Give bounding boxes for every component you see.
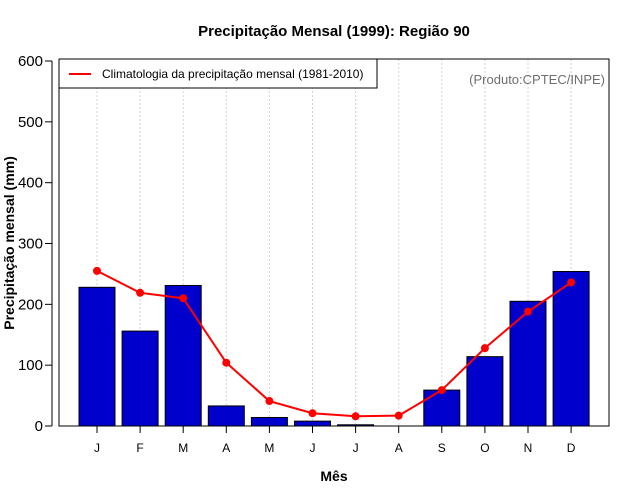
bar-2 bbox=[164, 284, 202, 427]
y-tick-label: 0 bbox=[35, 418, 43, 435]
legend-box bbox=[58, 58, 378, 89]
bar-11 bbox=[552, 270, 590, 427]
climatology-point-4 bbox=[265, 397, 274, 406]
x-tick-label: J bbox=[353, 441, 359, 455]
x-tick-label: F bbox=[136, 441, 143, 455]
y-tick-label: 100 bbox=[18, 357, 43, 374]
y-tick-label: 200 bbox=[18, 296, 43, 313]
x-tick-label: A bbox=[222, 441, 230, 455]
legend-entry: Climatologia da precipitação mensal (198… bbox=[102, 67, 363, 81]
climatology-point-7 bbox=[394, 411, 403, 420]
x-tick-label: A bbox=[395, 441, 403, 455]
climatology-polyline bbox=[96, 269, 572, 418]
climatology-point-1 bbox=[136, 288, 145, 297]
y-tick-label: 400 bbox=[18, 175, 43, 192]
x-tick-label: N bbox=[524, 441, 533, 455]
y-tick-label: 600 bbox=[18, 53, 43, 70]
bar-8 bbox=[423, 389, 461, 427]
bar-0 bbox=[78, 286, 116, 427]
climatology-point-0 bbox=[93, 266, 101, 275]
climatology-point-9 bbox=[480, 344, 489, 353]
y-axis: 0 100 200 300 400 500 600 bbox=[18, 53, 53, 435]
bar-4 bbox=[250, 416, 288, 427]
climatology-point-10 bbox=[524, 307, 532, 316]
climatology-point-2 bbox=[179, 294, 188, 303]
climatology-point-11 bbox=[567, 278, 576, 287]
y-tick-label: 500 bbox=[18, 114, 43, 131]
x-axis-label: Mês bbox=[320, 468, 347, 484]
climatology-point-6 bbox=[351, 412, 360, 421]
y-tick-label: 300 bbox=[18, 236, 43, 253]
x-tick-label: O bbox=[480, 441, 489, 455]
climatology-point-3 bbox=[222, 358, 231, 367]
x-tick-label: J bbox=[94, 441, 100, 455]
bar-1 bbox=[121, 330, 159, 427]
legend: Climatologia da precipitação mensal (198… bbox=[58, 58, 378, 89]
bar-9 bbox=[466, 356, 504, 427]
chart-title: Precipitação Mensal (1999): Região 90 bbox=[198, 23, 470, 40]
x-tick-label: J bbox=[310, 441, 316, 455]
x-tick-label: S bbox=[438, 441, 446, 455]
climatology-point-8 bbox=[437, 386, 446, 395]
bar-5 bbox=[294, 420, 331, 427]
x-tick-label: M bbox=[178, 441, 188, 455]
credit-annotation: (Produto:CPTEC/INPE) bbox=[469, 72, 605, 87]
x-tick-label: M bbox=[264, 441, 274, 455]
x-tick-label: D bbox=[567, 441, 576, 455]
bar-10 bbox=[509, 300, 547, 427]
bar-3 bbox=[207, 405, 245, 427]
y-axis-label: Precipitação mensal (mm) bbox=[1, 156, 17, 330]
climatology-point-5 bbox=[308, 409, 317, 418]
climatology-line bbox=[93, 266, 576, 421]
